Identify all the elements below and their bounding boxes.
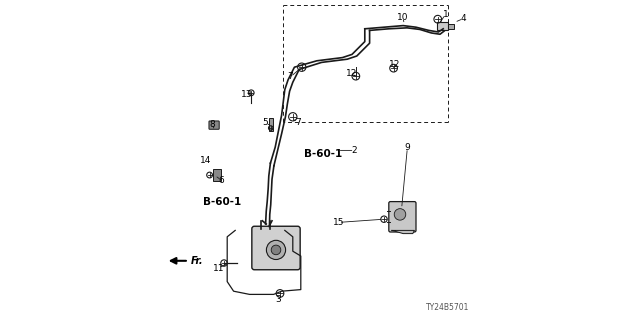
Circle shape xyxy=(271,245,281,255)
Text: 5: 5 xyxy=(263,118,268,127)
Text: 8: 8 xyxy=(209,120,215,129)
Text: 12: 12 xyxy=(389,60,400,68)
Text: 3: 3 xyxy=(275,295,280,304)
FancyBboxPatch shape xyxy=(209,121,219,129)
Text: B-60-1: B-60-1 xyxy=(204,196,241,207)
Circle shape xyxy=(266,240,285,260)
FancyBboxPatch shape xyxy=(252,226,300,270)
Text: 11: 11 xyxy=(212,264,224,273)
Polygon shape xyxy=(392,230,415,234)
Text: 13: 13 xyxy=(241,90,252,99)
Text: 7: 7 xyxy=(295,118,300,127)
Text: 12: 12 xyxy=(346,69,357,78)
Text: 7: 7 xyxy=(288,72,293,81)
Bar xyxy=(448,24,454,29)
Text: 9: 9 xyxy=(404,143,410,152)
Text: 15: 15 xyxy=(333,218,344,227)
FancyBboxPatch shape xyxy=(388,202,416,232)
Bar xyxy=(269,118,273,131)
Circle shape xyxy=(394,209,406,220)
Text: 14: 14 xyxy=(200,156,211,164)
Text: 6: 6 xyxy=(219,176,224,185)
Text: 10: 10 xyxy=(397,13,408,22)
Text: 1: 1 xyxy=(443,10,448,19)
Text: 4: 4 xyxy=(461,14,466,23)
Text: 2: 2 xyxy=(352,146,357,155)
Text: Fr.: Fr. xyxy=(191,256,204,266)
Text: TY24B5701: TY24B5701 xyxy=(426,303,470,312)
Text: B-60-1: B-60-1 xyxy=(304,148,342,159)
Bar xyxy=(437,22,448,30)
Bar xyxy=(212,169,221,181)
